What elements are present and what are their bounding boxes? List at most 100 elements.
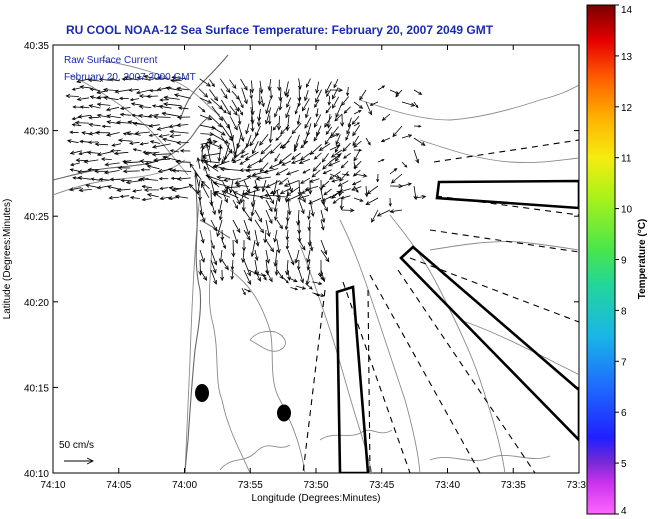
current-vector-head [336, 190, 342, 195]
current-vector [325, 126, 333, 135]
y-tick-label: 40:25 [24, 212, 49, 223]
current-vector [243, 229, 251, 241]
current-vector [395, 89, 403, 97]
current-vector-head [224, 198, 228, 204]
current-vector [286, 186, 300, 196]
current-vector-head [321, 197, 326, 202]
current-vector [122, 78, 131, 81]
current-vector-head [284, 197, 289, 203]
current-vector [270, 89, 272, 99]
current-vector [72, 124, 82, 127]
current-vector [175, 195, 189, 199]
current-vector-head [279, 274, 284, 280]
current-vector-head [196, 156, 201, 162]
current-vector [285, 219, 289, 230]
current-vector-head [75, 158, 81, 163]
current-vector [265, 98, 271, 114]
current-vector [335, 104, 342, 118]
current-vector-head [245, 143, 250, 149]
current-vector [279, 98, 282, 111]
coverage-polygons [335, 179, 579, 473]
current-vector-head [278, 180, 284, 185]
current-vector [221, 116, 230, 129]
current-vector-head [267, 86, 272, 92]
current-vector-head [279, 225, 283, 230]
current-vector [320, 219, 324, 230]
current-vector [367, 185, 379, 195]
current-vector [232, 199, 238, 209]
current-vector-head [320, 276, 324, 281]
current-vector [221, 99, 231, 116]
current-vector [177, 177, 191, 180]
y-axis-label: Latitude (Degrees:Minutes) [2, 199, 13, 320]
current-vector-head [250, 119, 255, 125]
current-vector-head [241, 149, 246, 155]
current-vector [260, 144, 272, 155]
current-vector-head [72, 105, 76, 109]
current-vector [90, 88, 100, 91]
current-vector [90, 96, 101, 100]
current-vector [231, 269, 234, 280]
current-vector-head [347, 123, 352, 128]
current-vector [413, 185, 417, 200]
current-vector [353, 169, 361, 177]
current-vector-head [421, 194, 427, 200]
current-vector-head [216, 232, 221, 238]
current-vector [178, 107, 189, 110]
current-vector [139, 106, 152, 108]
current-vector [245, 123, 250, 134]
current-vector [392, 125, 403, 137]
current-vector-head [226, 110, 231, 116]
current-vector [239, 99, 244, 108]
current-vector-head [138, 104, 144, 109]
colorbar-tick-label: 5 [621, 459, 627, 470]
current-vector [172, 170, 192, 172]
current-vector-head [318, 281, 323, 286]
current-vector-head [301, 286, 307, 290]
current-vector [382, 113, 391, 121]
current-vector-head [268, 219, 273, 225]
current-vector [135, 131, 150, 134]
current-vector [70, 162, 80, 166]
current-vector-head [196, 189, 201, 195]
current-vector [340, 195, 351, 199]
current-vector [316, 81, 319, 94]
current-vector [253, 186, 269, 188]
current-vector-head [315, 113, 319, 118]
current-vector-head [136, 76, 142, 81]
current-vector-head [87, 78, 93, 83]
current-vector-head [240, 104, 244, 109]
current-vector-head [325, 109, 329, 114]
current-vector [281, 160, 292, 166]
current-vector [150, 140, 161, 144]
current-vector-head [304, 96, 308, 102]
current-vector [413, 89, 422, 95]
current-vector-head [140, 168, 145, 172]
current-vector-head [101, 124, 106, 129]
current-vector [229, 116, 238, 130]
current-vector [70, 150, 82, 154]
current-vector-head [263, 193, 269, 198]
current-vector [219, 106, 227, 113]
current-vector-head [176, 86, 181, 91]
current-vector-head [245, 130, 250, 135]
current-vector [117, 188, 131, 191]
current-vector-head [330, 132, 335, 137]
current-vector-head [201, 180, 206, 185]
current-vector-head [78, 188, 84, 193]
current-vector-head [353, 144, 358, 148]
current-vector-head [353, 166, 357, 170]
current-vector-head [239, 198, 245, 204]
current-vector-head [138, 113, 143, 119]
current-vector-head [272, 191, 277, 196]
current-vector [197, 157, 201, 169]
current-vector [204, 160, 220, 164]
current-vector [80, 140, 90, 143]
current-vector [265, 239, 274, 252]
current-vector-head [85, 183, 90, 188]
current-vector [72, 87, 81, 90]
current-vector [149, 133, 159, 137]
current-vector [381, 137, 391, 142]
current-vector [305, 186, 319, 191]
current-vector-head [293, 148, 297, 153]
